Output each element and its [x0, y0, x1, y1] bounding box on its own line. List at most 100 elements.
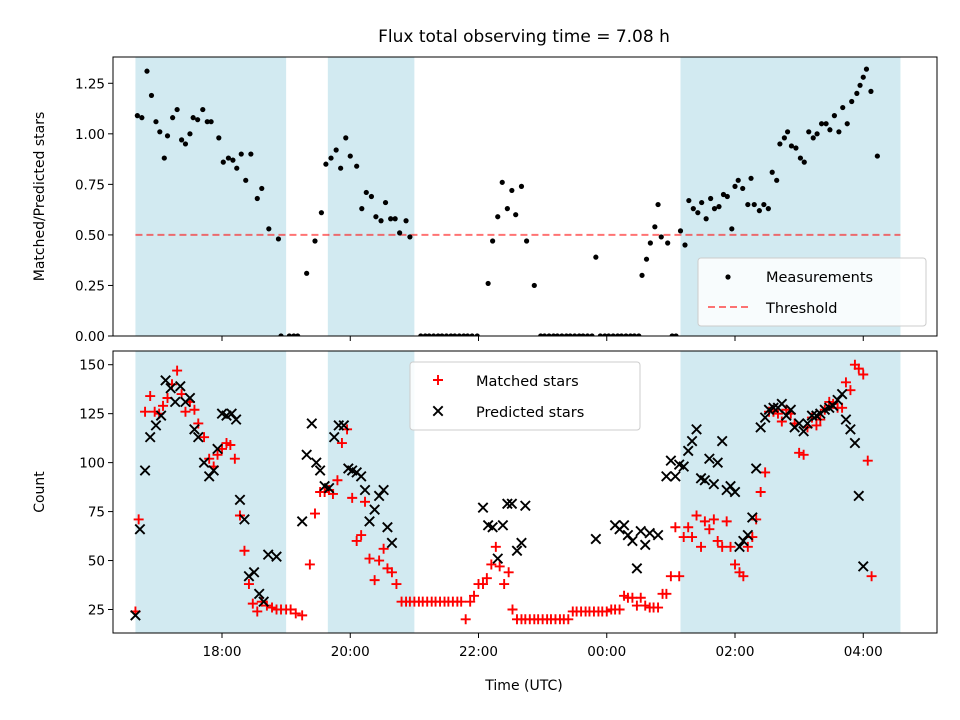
measurement-point	[220, 159, 226, 165]
measurement-point	[518, 183, 525, 189]
measurement-point	[627, 333, 634, 336]
matched-star-point	[563, 614, 574, 625]
matched-star-point	[225, 440, 236, 450]
measurement-point	[469, 333, 475, 336]
predicted-star-point	[682, 445, 694, 457]
matched-star-point	[243, 579, 254, 590]
measurement-point	[312, 238, 318, 244]
legend-box	[697, 257, 927, 327]
predicted-star-point	[734, 541, 745, 553]
observing-interval-shade	[135, 351, 287, 633]
measurement-point	[703, 216, 709, 222]
observing-interval-shade	[680, 351, 901, 633]
matched-star-point	[866, 571, 877, 582]
y-tick-label: 50	[88, 554, 105, 570]
measurement-point	[382, 199, 389, 206]
matched-star-point	[772, 408, 783, 419]
matched-star-point	[145, 391, 156, 402]
matched-star-point	[256, 596, 267, 607]
predicted-star-point	[301, 449, 313, 461]
predicted-star-point	[386, 537, 398, 549]
legend-marker-predicted	[432, 405, 444, 417]
matched-star-point	[760, 467, 771, 478]
predicted-star-point	[328, 431, 340, 443]
matched-star-point	[336, 438, 347, 449]
measurement-point	[669, 333, 675, 336]
predicted-star-point	[253, 588, 265, 600]
matched-star-point	[180, 406, 191, 417]
matched-star-point	[140, 406, 151, 417]
measurement-point	[164, 133, 171, 139]
matched-star-point	[631, 600, 642, 611]
measurement-point	[863, 66, 870, 72]
matched-star-point	[347, 492, 358, 503]
predicted-star-point	[189, 423, 200, 435]
measurement-point	[538, 333, 544, 336]
measurement-point	[216, 135, 222, 141]
measurement-point	[234, 165, 240, 171]
marker-layer	[130, 359, 877, 625]
x-axis-title: Time (UTC)	[484, 678, 562, 694]
matched-star-point	[267, 602, 278, 613]
measurement-point	[266, 226, 272, 232]
matched-star-point	[486, 559, 497, 570]
measurement-point	[658, 234, 664, 240]
x-tick-label: 20:00	[331, 644, 370, 660]
matched-star-point	[858, 369, 869, 380]
matched-star-point	[309, 508, 320, 519]
predicted-star-point	[271, 551, 282, 562]
measurement-point	[836, 129, 842, 135]
predicted-star-point	[827, 400, 839, 412]
predicted-star-point	[155, 410, 167, 421]
measurement-point	[208, 119, 214, 125]
measurement-point	[831, 113, 838, 119]
measurement-point	[179, 137, 185, 143]
matched-star-point	[840, 377, 851, 388]
matched-star-point	[794, 447, 805, 458]
measurement-point	[673, 333, 679, 336]
matched-star-point	[297, 610, 308, 621]
measurement-point	[793, 145, 799, 151]
observing-interval-shade	[327, 351, 415, 633]
predicted-star-point	[139, 465, 151, 476]
measurement-point	[187, 131, 193, 137]
measurement-point	[490, 238, 496, 244]
predicted-star-point	[798, 425, 809, 437]
measurement-point	[461, 333, 467, 336]
matched-star-point	[456, 596, 467, 607]
measurement-point	[857, 82, 863, 88]
matched-star-point	[172, 365, 183, 376]
predicted-star-point	[806, 410, 818, 421]
predicted-star-point	[230, 414, 242, 425]
predicted-star-point	[134, 523, 146, 535]
measurement-point	[248, 151, 254, 157]
predicted-star-point	[622, 529, 634, 541]
measurement-point	[254, 195, 260, 202]
measurement-point	[378, 218, 384, 224]
predicted-star-point	[296, 516, 308, 527]
chart-title: Flux total observing time = 7.08 h	[378, 27, 670, 47]
measurement-point	[474, 333, 480, 336]
x-tick-label: 18:00	[203, 644, 242, 660]
measurement-point	[495, 214, 501, 220]
matched-star-point	[712, 535, 723, 546]
measurement-point	[509, 187, 515, 194]
predicted-star-point	[248, 566, 260, 578]
y-tick-label: 0.00	[75, 329, 105, 345]
matched-star-point	[378, 543, 389, 554]
matched-star-point	[738, 571, 749, 582]
predicted-star-point	[234, 494, 246, 506]
measurement-point	[735, 177, 741, 183]
measurement-point	[373, 214, 379, 220]
predicted-star-point	[802, 418, 813, 429]
measurement-point	[602, 333, 608, 336]
measurement-point	[781, 135, 787, 141]
measurement-point	[708, 195, 714, 202]
measurement-point	[418, 333, 424, 336]
measurement-point	[304, 270, 310, 276]
measurement-point	[732, 183, 738, 189]
matched-star-point	[751, 514, 762, 525]
matched-star-point	[674, 571, 685, 582]
predicted-star-point	[742, 529, 754, 541]
matched-star-point	[499, 579, 510, 590]
